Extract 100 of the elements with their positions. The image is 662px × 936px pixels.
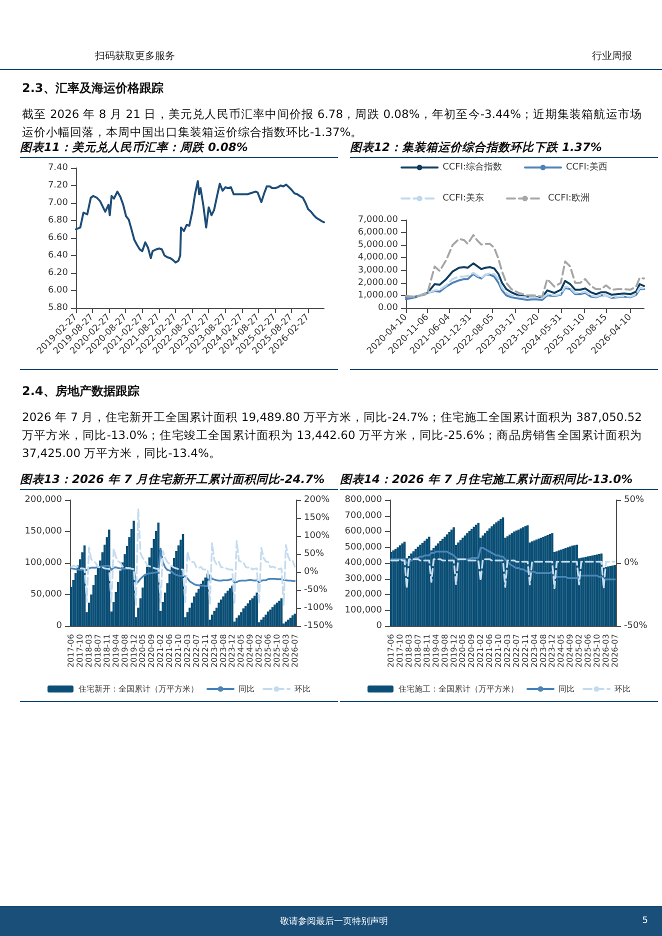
y-tick-label: 1,000.00 xyxy=(358,290,398,300)
y-tick-label: 300,000 xyxy=(344,574,382,584)
y2-tick-label: 50% xyxy=(624,495,644,505)
y-tick-label: 100,000 xyxy=(344,605,382,616)
x-tick-label: 2020-05 xyxy=(138,634,148,668)
x-tick-label: 2026-07 xyxy=(610,634,620,668)
y2-tick-label: -150% xyxy=(304,621,334,631)
bar xyxy=(495,522,498,626)
bar xyxy=(244,606,247,626)
bar xyxy=(260,620,262,626)
bar xyxy=(414,548,417,626)
x-tick-label: 2019-12 xyxy=(449,634,458,668)
x-tick-label: 2026-03 xyxy=(601,634,610,668)
x-tick-label: 2021-06 xyxy=(165,634,174,668)
x-tick-label: 2017-06 xyxy=(386,634,396,668)
x-tick-label: 2021-06 xyxy=(485,634,494,668)
x-tick-label: 2019-04 xyxy=(111,634,120,668)
bar xyxy=(240,612,242,626)
y-tick-label: 0 xyxy=(376,621,382,631)
y-tick-label: 600,000 xyxy=(344,526,382,536)
bar xyxy=(490,526,493,626)
bar xyxy=(228,588,232,626)
x-tick-label: 2023-04 xyxy=(210,634,219,668)
x-tick-label: 2025-10 xyxy=(272,634,282,668)
bar xyxy=(533,540,536,626)
x-tick-label: 2019-12 xyxy=(129,634,138,668)
x-tick-label: 2026-07 xyxy=(290,634,300,668)
bar xyxy=(274,604,276,626)
bar xyxy=(269,610,272,626)
x-tick-label: 2019-08 xyxy=(120,634,130,668)
y-tick-label: 3,000.00 xyxy=(358,265,398,276)
y2-tick-label: 0% xyxy=(304,567,319,577)
y-tick-label: 100,000 xyxy=(24,558,62,568)
text: 2.4、房地产数据跟踪 xyxy=(22,383,140,400)
y2-tick-label: -50% xyxy=(304,585,328,595)
y2-tick-label: -100% xyxy=(304,603,334,613)
bar xyxy=(256,592,258,626)
legend-label: CCFI:欧洲 xyxy=(548,192,590,204)
bar xyxy=(231,586,234,626)
x-tick-label: 2025-10 xyxy=(592,634,602,668)
bar xyxy=(439,540,442,626)
bar xyxy=(236,618,238,626)
y-tick-label: 7.40 xyxy=(48,163,68,173)
line-series xyxy=(70,508,296,606)
bar xyxy=(448,532,450,626)
line-series xyxy=(405,262,645,298)
x-tick-label: 2025-06 xyxy=(584,634,593,668)
bar xyxy=(508,534,511,626)
x-tick-label: 2024-05 xyxy=(556,634,566,668)
legend-label: CCFI:综合指数 xyxy=(442,162,502,172)
x-tick-label: 2018-11 xyxy=(102,634,112,668)
y-tick-label: 5.80 xyxy=(48,303,68,313)
bar xyxy=(287,620,290,626)
y2-tick-label: 100% xyxy=(304,531,330,541)
x-tick-label: 2025-02 xyxy=(254,634,264,668)
bar xyxy=(264,614,267,626)
x-tick-label: 2023-12 xyxy=(228,634,237,668)
x-tick-label: 2021-10 xyxy=(174,634,184,668)
line-series xyxy=(405,234,645,298)
bar xyxy=(294,614,296,626)
y-tick-label: 6.40 xyxy=(48,250,68,260)
x-tick-label: 2021-02 xyxy=(476,634,486,668)
x-tick-label: 2022-07 xyxy=(192,634,201,668)
bar xyxy=(213,610,216,626)
y-tick-label: 150,000 xyxy=(24,526,62,536)
y2-tick-label: 150% xyxy=(304,513,330,523)
x-tick-label: 2022-03 xyxy=(502,634,512,668)
y-tick-label: 0.00 xyxy=(378,303,398,313)
x-tick-label: 2023-08 xyxy=(218,634,228,668)
y2-tick-label: 0% xyxy=(624,558,639,568)
x-tick-label: 2018-07 xyxy=(413,634,422,668)
bar xyxy=(594,554,596,626)
bar xyxy=(276,602,278,626)
y-tick-label: 7,000.00 xyxy=(358,215,398,225)
bar xyxy=(396,547,399,626)
bar xyxy=(224,593,227,626)
bar xyxy=(251,598,254,626)
bar xyxy=(466,533,468,626)
y-tick-label: 7.20 xyxy=(48,180,68,190)
y2-tick-label: 50% xyxy=(304,549,324,559)
y2-tick-label: -50% xyxy=(624,621,648,631)
bar xyxy=(518,530,520,626)
y-tick-label: 5,000.00 xyxy=(358,240,398,250)
x-tick-label: 2019-08 xyxy=(440,634,450,668)
x-tick-label: 2018-11 xyxy=(422,634,432,668)
x-tick-label: 2020-05 xyxy=(458,634,468,668)
bar xyxy=(584,556,587,626)
x-tick-label: 2020-09 xyxy=(147,634,156,668)
y-tick-label: 6.00 xyxy=(48,286,68,296)
bar xyxy=(470,528,473,626)
text: 2026 年 7 月，住宅新开工全国累计面积 19,489.80 万平方米，同比-24.7%；住宅施工全国累计面积为 387,050.52 万平方米，同比-13.0%；住宅竣工全国累计面积为 13,442.60 万平方米，同比-25.6%；商品房销售全国累计面积为 37,425.00 万平方米，同比-13.4%。 xyxy=(22,409,642,462)
y-tick-label: 700,000 xyxy=(344,510,382,521)
bar xyxy=(202,580,204,626)
legend-label: 环比 xyxy=(614,684,630,694)
bar xyxy=(444,536,446,626)
text: 扫码获取更多服务 xyxy=(95,50,175,63)
y-tick-label: 4,000.00 xyxy=(358,252,398,263)
y-tick-label: 6.80 xyxy=(48,216,68,226)
legend-label: CCFI:美东 xyxy=(442,192,484,204)
bar xyxy=(607,566,610,626)
